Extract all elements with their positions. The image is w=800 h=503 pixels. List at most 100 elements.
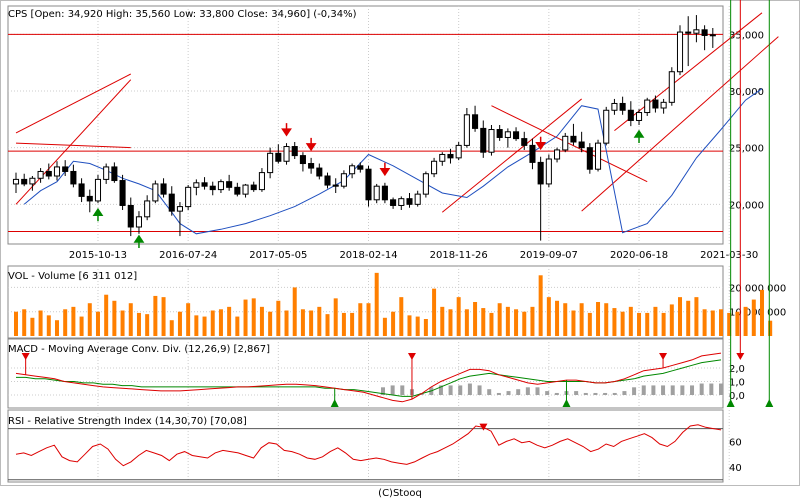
volume-bar — [678, 297, 683, 336]
volume-bar — [38, 310, 43, 336]
candle-body — [201, 182, 208, 187]
volume-bar — [63, 309, 68, 336]
volume-bar — [136, 312, 141, 336]
candle-body — [390, 199, 397, 206]
volume-bar — [456, 297, 461, 336]
macd-histogram-bar — [390, 385, 395, 395]
volume-bar — [292, 287, 297, 336]
candle-body — [455, 144, 462, 159]
candle-body — [226, 181, 233, 188]
volume-panel-title: VOL - Volume [6 311 012] — [8, 271, 137, 282]
macd-line — [15, 352, 722, 403]
volume-bar — [169, 320, 174, 336]
candle-body — [635, 112, 643, 121]
candle-body — [652, 99, 659, 109]
macd-sell-marker — [659, 353, 668, 360]
macd-histogram-bar — [641, 385, 646, 395]
candle-body — [668, 71, 675, 103]
candle-body — [193, 182, 200, 188]
candle-body — [70, 170, 77, 185]
vol-panel-frame — [7, 265, 724, 339]
candle-body — [578, 141, 585, 149]
footer-credit: (C)Stooq — [378, 488, 422, 499]
candle-body — [119, 180, 126, 206]
volume-bar — [309, 310, 314, 336]
macd-histogram-bar — [477, 385, 482, 395]
candle-body — [144, 200, 151, 218]
macd-histogram-bar — [554, 392, 559, 395]
x-tick-label: 2017-05-05 — [249, 250, 307, 261]
x-tick-label: 2019-09-07 — [520, 250, 578, 261]
volume-bar — [186, 303, 191, 336]
volume-bar — [686, 300, 691, 336]
candle-body — [504, 131, 511, 138]
candle-body — [332, 184, 339, 187]
volume-bar — [645, 312, 650, 336]
trend-channel-line — [581, 36, 779, 212]
volume-bar — [22, 309, 27, 336]
volume-bar — [514, 309, 519, 336]
candle-body — [693, 29, 700, 34]
volume-bar — [587, 312, 592, 336]
volume-bar — [612, 308, 617, 336]
candle-body — [53, 166, 61, 177]
volume-bar — [202, 316, 207, 336]
price-y-tick-label: 25,000 — [729, 144, 764, 155]
candle-body — [29, 177, 36, 185]
macd-histogram-bar — [690, 385, 695, 395]
candle-body — [62, 166, 69, 172]
candle-body — [152, 183, 159, 202]
macd-histogram-bar — [699, 383, 704, 395]
macd-histogram-bar — [583, 392, 588, 395]
volume-bar — [300, 309, 305, 336]
sell-signal-arrow — [281, 123, 292, 137]
volume-bar — [95, 311, 100, 336]
volume-bar — [563, 303, 568, 336]
volume-bar — [759, 289, 764, 336]
macd-histogram-bar — [622, 391, 627, 395]
macd-histogram-bar — [467, 383, 472, 395]
candle-body — [439, 153, 446, 162]
candle-body — [431, 160, 438, 175]
macd-y-tick-label: 1,0 — [729, 378, 745, 389]
candle-body — [94, 178, 102, 202]
macd-histogram-bar — [603, 392, 608, 395]
macd-histogram-bar — [632, 387, 637, 395]
candle-body — [537, 161, 544, 185]
volume-bar — [702, 309, 707, 336]
x-tick-label: 2016-07-24 — [159, 250, 217, 261]
x-tick-label: 2015-10-13 — [69, 250, 127, 261]
volume-y-tick-label: 20 000 000 — [729, 283, 786, 294]
candle-body — [340, 173, 347, 187]
candle-body — [603, 109, 610, 144]
volume-bar — [251, 298, 256, 336]
volume-bar — [440, 306, 445, 336]
volume-bar — [661, 312, 666, 336]
volume-bar — [350, 312, 355, 336]
volume-bar — [30, 317, 35, 336]
volume-bar — [522, 311, 527, 336]
macd-panel-title: MACD - Moving Average Conv. Div. (12,26,… — [8, 344, 270, 355]
volume-bar — [358, 303, 363, 336]
price-panel-frame — [7, 5, 724, 245]
candle-body — [78, 183, 85, 197]
x-tick-label: 2021-03-30 — [700, 250, 758, 261]
volume-bar — [325, 314, 330, 336]
volume-bar — [128, 303, 133, 336]
buy-signal-arrow — [133, 234, 145, 248]
volume-bar — [112, 300, 117, 336]
candle-body — [619, 102, 626, 111]
macd-buy-marker — [765, 399, 774, 407]
candle-body — [676, 31, 684, 73]
candle-body — [463, 114, 470, 146]
volume-bar — [407, 315, 412, 336]
volume-bar — [637, 312, 642, 336]
volume-bar — [177, 311, 182, 336]
candle-body — [709, 34, 716, 37]
volume-bar — [161, 297, 166, 336]
candle-body — [586, 147, 593, 170]
macd-histogram-bar — [719, 383, 723, 395]
macd-buy-marker — [726, 399, 735, 407]
